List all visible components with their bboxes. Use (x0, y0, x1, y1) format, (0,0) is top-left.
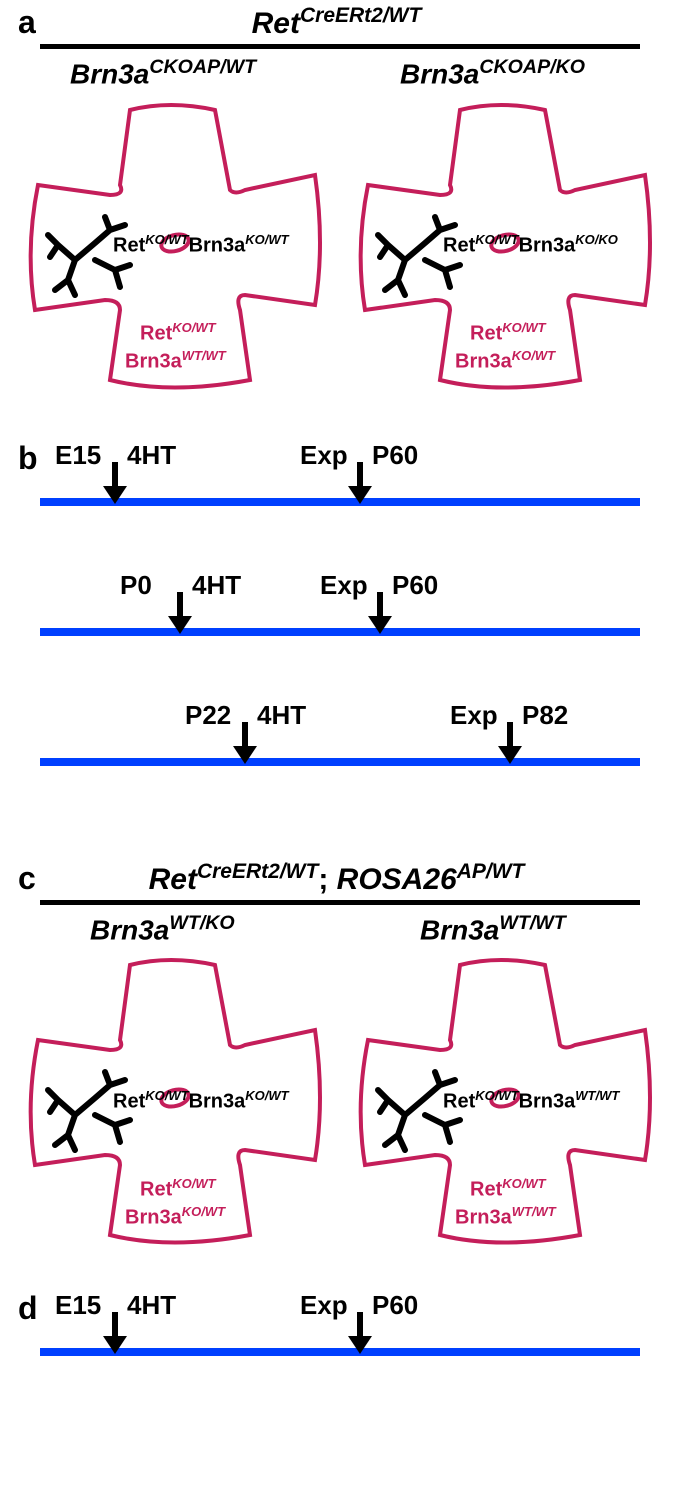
panel-c-header: RetCreERt2/WT; ROSA26AP/WT (0, 860, 673, 897)
s: KO/WT (145, 232, 188, 247)
tl-t2-label: Exp (450, 700, 498, 731)
tl-t1-drug: 4HT (257, 700, 306, 731)
gs: WT/KO (169, 912, 234, 934)
timeline (40, 1348, 640, 1356)
t: Ret (113, 1091, 145, 1113)
tl-t2-time: P60 (372, 440, 418, 471)
cr: Ret (149, 863, 197, 896)
s2: KO/WT (245, 232, 288, 247)
s2: KO/KO (575, 232, 618, 247)
a-left-outer-brn: Brn3aWT/WT (125, 348, 226, 374)
t: Ret (470, 323, 502, 345)
panel-b-label: b (18, 440, 38, 477)
t: Ret (140, 1179, 172, 1201)
ros: AP/WT (457, 860, 525, 883)
sep: ; (318, 863, 336, 896)
s: KO/WT (172, 1176, 215, 1191)
s: KO/WT (475, 1088, 518, 1103)
g: Brn3a (420, 914, 499, 945)
panel-a-line (40, 44, 640, 49)
gs: WT/WT (499, 912, 565, 934)
tl-t2-time: P60 (392, 570, 438, 601)
a-left-outer-ret: RetKO/WT (140, 320, 216, 346)
c-left-outer-ret: RetKO/WT (140, 1176, 216, 1202)
a-right-outer-brn: Brn3aKO/WT (455, 348, 555, 374)
panel-c-left-genotype: Brn3aWT/KO (90, 912, 235, 946)
s: KO/WT (475, 232, 518, 247)
t: Ret (443, 235, 475, 257)
header-ret: Ret (252, 7, 300, 40)
a-left-inner: RetKO/WTBrn3aKO/WT (113, 232, 289, 258)
s: WT/WT (182, 348, 226, 363)
tl-t1-label: P0 (120, 570, 152, 601)
c-right-outer-brn: Brn3aWT/WT (455, 1204, 556, 1230)
t2: Brn3a (189, 235, 246, 257)
tl-t1-drug: 4HT (127, 1290, 176, 1321)
tl-t2-label: Exp (320, 570, 368, 601)
header-ret-sup: CreERt2/WT (300, 4, 421, 27)
t: Ret (140, 323, 172, 345)
t: Ret (113, 235, 145, 257)
panel-c-line (40, 900, 640, 905)
s2: WT/WT (575, 1088, 619, 1103)
t: Brn3a (455, 351, 512, 373)
t: Brn3a (125, 1207, 182, 1229)
c-right-inner: RetKO/WTBrn3aWT/WT (443, 1088, 619, 1114)
s: KO/WT (172, 320, 215, 335)
tl-t1-drug: 4HT (127, 440, 176, 471)
tl-t1-label: E15 (55, 440, 101, 471)
tl-t2-time: P60 (372, 1290, 418, 1321)
panel-d-label: d (18, 1290, 38, 1327)
panel-a-right-genotype: Brn3aCKOAP/KO (400, 56, 585, 90)
s: KO/WT (502, 1176, 545, 1191)
t2: Brn3a (519, 1091, 576, 1113)
timeline (40, 498, 640, 506)
panel-a-left-genotype: Brn3aCKOAP/WT (70, 56, 256, 90)
geno-sup: CKOAP/WT (149, 56, 256, 78)
panel-c-right-genotype: Brn3aWT/WT (420, 912, 566, 946)
t: Ret (470, 1179, 502, 1201)
tl-t2-label: Exp (300, 1290, 348, 1321)
geno: Brn3a (400, 58, 479, 89)
t: Brn3a (455, 1207, 512, 1229)
tl-t2-label: Exp (300, 440, 348, 471)
tl-t1-drug: 4HT (192, 570, 241, 601)
panel-a-header: RetCreERt2/WT (0, 4, 673, 41)
s: KO/WT (512, 348, 555, 363)
crs: CreERt2/WT (197, 860, 318, 883)
timeline (40, 758, 640, 766)
s2: KO/WT (245, 1088, 288, 1103)
t: Ret (443, 1091, 475, 1113)
ro: ROSA26 (337, 863, 457, 896)
c-left-outer-brn: Brn3aKO/WT (125, 1204, 225, 1230)
c-right-outer-ret: RetKO/WT (470, 1176, 546, 1202)
t2: Brn3a (189, 1091, 246, 1113)
geno: Brn3a (70, 58, 149, 89)
tl-t2-time: P82 (522, 700, 568, 731)
s: KO/WT (502, 320, 545, 335)
t: Brn3a (125, 351, 182, 373)
s: KO/WT (182, 1204, 225, 1219)
s: KO/WT (145, 1088, 188, 1103)
a-right-inner: RetKO/WTBrn3aKO/KO (443, 232, 618, 258)
tl-t1-label: E15 (55, 1290, 101, 1321)
geno-sup: CKOAP/KO (479, 56, 585, 78)
t2: Brn3a (519, 235, 576, 257)
s: WT/WT (512, 1204, 556, 1219)
a-right-outer-ret: RetKO/WT (470, 320, 546, 346)
tl-t1-label: P22 (185, 700, 231, 731)
c-left-inner: RetKO/WTBrn3aKO/WT (113, 1088, 289, 1114)
timeline (40, 628, 640, 636)
g: Brn3a (90, 914, 169, 945)
